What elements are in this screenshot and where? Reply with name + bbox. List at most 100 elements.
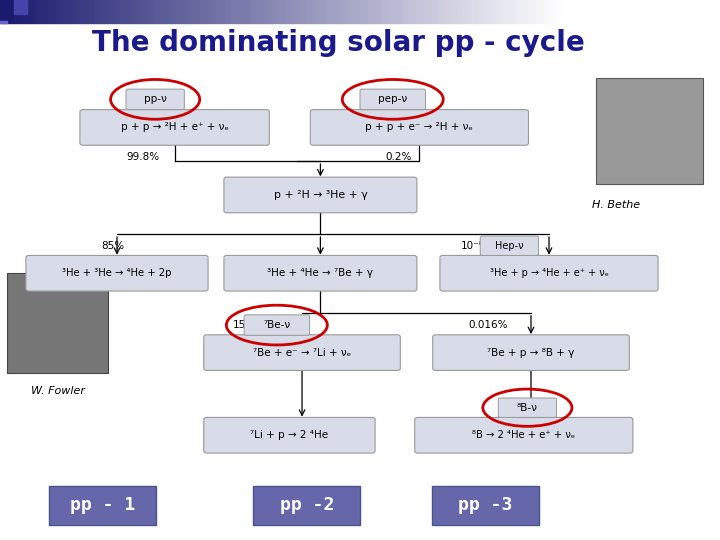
Bar [413, 0, 415, 23]
Bar [62, 0, 65, 23]
Bar [346, 0, 348, 23]
Bar [486, 0, 489, 23]
Text: ⁷Be + p → ⁸B + γ: ⁷Be + p → ⁸B + γ [487, 348, 575, 357]
Bar [42, 0, 45, 23]
Bar [354, 0, 356, 23]
Bar [343, 0, 346, 23]
Text: p + ²H → ³He + γ: p + ²H → ³He + γ [274, 190, 367, 200]
Bar [191, 0, 194, 23]
Bar [528, 0, 531, 23]
Text: ⁸B-ν: ⁸B-ν [517, 403, 538, 413]
Bar [297, 0, 300, 23]
Bar [474, 0, 477, 23]
Bar [464, 0, 466, 23]
FancyBboxPatch shape [480, 236, 539, 255]
Bar [469, 0, 472, 23]
Text: Hep-ν: Hep-ν [495, 241, 523, 251]
Bar [461, 0, 464, 23]
Bar [325, 0, 328, 23]
Bar [306, 0, 309, 23]
Bar [334, 0, 337, 23]
Bar [438, 0, 441, 23]
Bar [213, 0, 216, 23]
Bar [149, 0, 152, 23]
Bar [210, 0, 213, 23]
Text: 99.8%: 99.8% [126, 152, 159, 161]
Bar [157, 0, 160, 23]
Bar [517, 0, 520, 23]
Bar [408, 0, 410, 23]
Bar [81, 0, 84, 23]
Bar [441, 0, 444, 23]
Bar [281, 0, 284, 23]
Bar [384, 0, 387, 23]
Bar [40, 0, 42, 23]
Bar [405, 0, 408, 23]
Text: pp-ν: pp-ν [144, 94, 166, 104]
Bar [135, 0, 138, 23]
Bar [272, 0, 275, 23]
Bar [49, 486, 156, 525]
Bar [78, 0, 81, 23]
Bar [264, 0, 266, 23]
Bar [6, 0, 9, 23]
Bar [107, 0, 109, 23]
Bar [315, 0, 318, 23]
Bar [365, 0, 368, 23]
Bar [183, 0, 185, 23]
Text: p + p + e⁻ → ²H + νₑ: p + p + e⁻ → ²H + νₑ [366, 123, 473, 132]
Bar [258, 0, 261, 23]
Bar [312, 0, 315, 23]
Bar [48, 0, 50, 23]
Bar [71, 0, 73, 23]
Bar [421, 0, 424, 23]
Bar [188, 0, 191, 23]
Bar [300, 0, 303, 23]
Bar [511, 0, 514, 23]
Bar [472, 0, 474, 23]
Bar [494, 0, 497, 23]
Bar [500, 0, 503, 23]
Bar [295, 0, 297, 23]
Bar [399, 0, 402, 23]
Bar [56, 0, 59, 23]
Bar [3, 0, 6, 23]
Text: 0.2%: 0.2% [385, 152, 412, 161]
Bar [19, 0, 22, 23]
Bar [382, 0, 384, 23]
Bar [387, 0, 390, 23]
FancyBboxPatch shape [204, 335, 400, 370]
Bar [76, 0, 78, 23]
Text: ³He + p → ⁴He + e⁺ + νₑ: ³He + p → ⁴He + e⁺ + νₑ [490, 268, 608, 278]
Bar [14, 0, 17, 23]
FancyBboxPatch shape [498, 398, 557, 417]
Text: pp - 1: pp - 1 [70, 496, 135, 515]
Bar [266, 0, 269, 23]
Bar [185, 0, 188, 23]
FancyBboxPatch shape [433, 335, 629, 370]
Bar [278, 0, 281, 23]
Bar [112, 0, 115, 23]
Bar [452, 0, 455, 23]
Bar [477, 0, 480, 23]
Bar [427, 0, 430, 23]
Bar [520, 0, 522, 23]
Bar [93, 0, 96, 23]
Bar [9, 0, 12, 23]
Bar [320, 0, 323, 23]
Bar [483, 0, 486, 23]
Bar [514, 0, 517, 23]
Bar [104, 0, 107, 23]
Bar [390, 0, 393, 23]
Bar [525, 0, 528, 23]
Bar [491, 0, 494, 23]
Bar [371, 0, 374, 23]
Bar [118, 0, 121, 23]
Bar [351, 0, 354, 23]
Bar [362, 0, 365, 23]
Bar [503, 0, 505, 23]
Bar [90, 0, 93, 23]
Bar [410, 0, 413, 23]
Bar [542, 0, 545, 23]
Bar [331, 0, 334, 23]
